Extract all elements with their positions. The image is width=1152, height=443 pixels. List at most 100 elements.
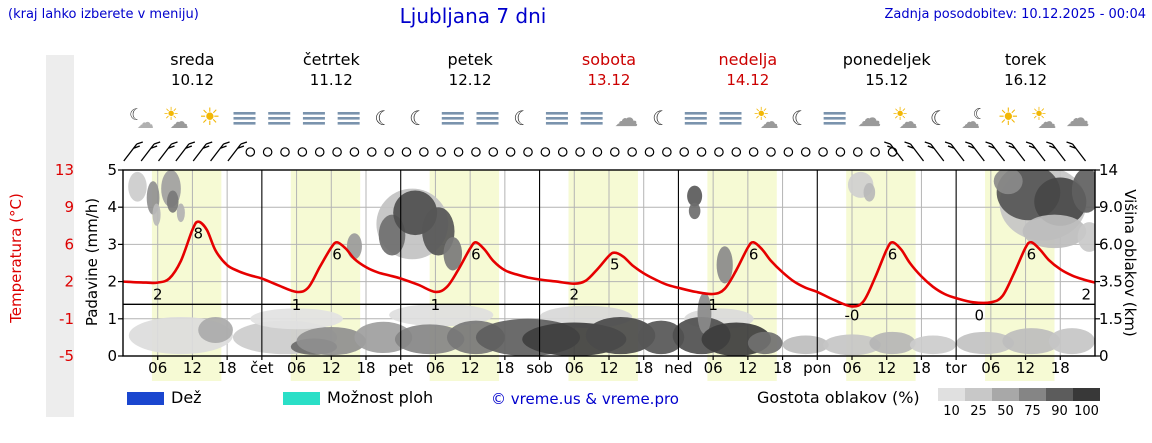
rect <box>337 112 360 115</box>
density-step-label: 100 <box>1074 404 1099 419</box>
day-date: 14.12 <box>726 71 770 89</box>
rect <box>337 117 360 120</box>
weather-icon-sun-icon: ☀ <box>199 103 221 131</box>
path <box>192 141 213 162</box>
weather-icon-sun-cloud-icon: ☀☁ <box>163 104 189 133</box>
temp-min-label: 2 <box>1082 286 1092 304</box>
text: ☀ <box>163 104 179 125</box>
legend-showers-label: Možnost ploh <box>327 388 434 407</box>
day-name: ponedeljek <box>842 50 931 69</box>
day-name: sobota <box>581 50 637 69</box>
weather-icon-fog-icon <box>545 112 568 125</box>
day-date: 12.12 <box>448 71 492 89</box>
temperature-axis-label: Temperatura (°C) <box>7 193 25 323</box>
x-hour-label: 18 <box>912 359 931 377</box>
temp-tick: -5 <box>59 347 74 365</box>
cloud-blob <box>993 170 1023 195</box>
density-step-swatch <box>992 388 1019 401</box>
temp-max-label: 6 <box>332 245 342 263</box>
day-header: sreda 10.12 <box>122 50 262 90</box>
precip-tick: 0 <box>107 347 117 365</box>
cloud-blob <box>1071 170 1095 213</box>
weather-icon-moon-icon: ☾ <box>930 106 948 130</box>
day-name: petek <box>447 50 493 69</box>
cloud-shading <box>128 170 1095 356</box>
text: ☁ <box>170 111 189 133</box>
weather-icon-moon-icon: ☾ <box>374 106 392 130</box>
text: ☀ <box>199 103 221 131</box>
rect <box>719 117 742 120</box>
calm-wind-circle <box>523 147 533 157</box>
density-step-label: 50 <box>997 404 1014 419</box>
path <box>1046 141 1066 162</box>
weather-icon-cloud-icon: ☁ <box>614 104 638 132</box>
precip-tick: 1 <box>107 310 117 328</box>
calm-wind-circle <box>592 147 603 157</box>
calm-wind-circle <box>714 147 724 157</box>
temp-max-label: 6 <box>888 245 898 263</box>
calm-wind-circle <box>297 147 308 157</box>
cloud-blob <box>688 202 701 220</box>
density-step-swatch <box>938 388 965 401</box>
cloud-blob <box>176 203 185 223</box>
rect <box>684 117 707 120</box>
last-update: Zadnja posodobitev: 10.12.2025 - 00:04 <box>884 7 1146 22</box>
rect <box>580 112 603 115</box>
text: ☾ <box>513 106 531 130</box>
x-day-label: pet <box>388 359 413 377</box>
copyright-link[interactable]: © vreme.us & vreme.pro <box>491 390 679 408</box>
rect <box>823 112 846 115</box>
calm-wind-circle <box>436 147 447 157</box>
weather-icon-fog-icon <box>268 112 291 125</box>
calm-wind-circle <box>453 147 464 157</box>
wind-barb-icon <box>904 141 925 162</box>
path <box>1025 141 1046 162</box>
x-hour-label: 12 <box>322 359 341 377</box>
text: ☾ <box>973 105 986 123</box>
path <box>1066 141 1087 162</box>
temp-tick: 9 <box>64 198 74 216</box>
page-title: Ljubljana 7 dni <box>399 4 547 28</box>
weather-icon-moon-icon: ☾ <box>791 106 809 130</box>
text: ☾ <box>409 106 427 130</box>
rect <box>233 122 256 125</box>
legend-showers-swatch <box>283 392 320 405</box>
density-step-swatch <box>1073 388 1100 401</box>
text: ☁ <box>1066 104 1090 132</box>
rect <box>233 117 256 120</box>
rect <box>476 122 499 125</box>
calm-wind-circle <box>245 147 256 157</box>
precip-tick: 5 <box>107 161 117 179</box>
temp-min-label: 0 <box>975 306 985 324</box>
day-date: 13.12 <box>587 71 631 89</box>
calm-wind-circle <box>627 147 637 157</box>
x-day-label: ned <box>664 359 692 377</box>
wind-barb-icon <box>1046 141 1066 162</box>
day-name: sreda <box>170 50 215 69</box>
cloud-blob <box>389 303 494 327</box>
x-hour-label: 06 <box>704 359 723 377</box>
calm-wind-circle <box>644 147 655 157</box>
weather-icon-sun-cloud-icon: ☀☁ <box>753 104 779 133</box>
wind-barb-icon <box>175 141 196 162</box>
wind-barb-icon <box>985 141 1006 162</box>
wind-row <box>123 141 1087 162</box>
temp-min-label: 1 <box>708 296 718 314</box>
day-header: četrtek 11.12 <box>261 50 401 90</box>
rect <box>823 117 846 120</box>
calm-wind-circle <box>800 147 811 157</box>
x-hour-label: 18 <box>773 359 792 377</box>
calm-wind-circle <box>488 147 499 157</box>
weather-icon-moon-icon: ☾ <box>513 106 531 130</box>
text: ☾ <box>374 106 392 130</box>
legend-rain-label: Dež <box>171 388 202 407</box>
text: ☾ <box>791 106 809 130</box>
rect <box>545 117 568 120</box>
day-header: ponedeljek 15.12 <box>817 50 957 90</box>
day-header: sobota 13.12 <box>539 50 679 90</box>
x-hour-label: 18 <box>495 359 514 377</box>
calm-wind-circle <box>384 147 394 157</box>
weather-icon-fog-icon <box>233 112 256 125</box>
calm-wind-circle <box>766 147 776 157</box>
